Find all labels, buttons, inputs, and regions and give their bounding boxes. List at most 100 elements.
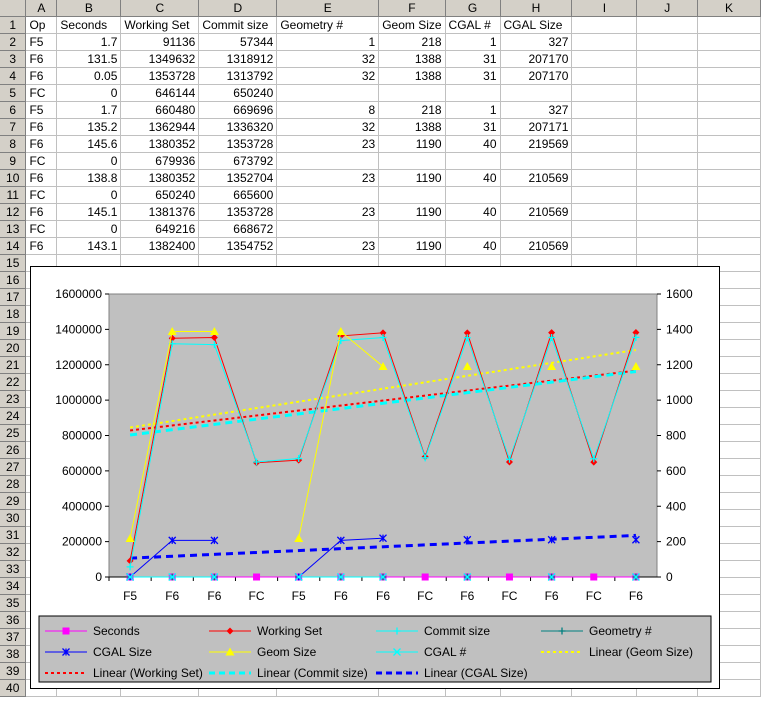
cell[interactable] [378,152,446,170]
cell[interactable] [636,118,699,136]
cell[interactable]: 31 [445,50,501,68]
row-header[interactable]: 3 [0,50,27,68]
cell[interactable]: 32 [276,50,380,68]
cell[interactable] [571,84,638,102]
cell[interactable]: 669696 [198,101,278,119]
cell[interactable]: 1318912 [198,50,278,68]
column-header-h[interactable]: H [500,0,573,17]
cell[interactable] [571,118,638,136]
column-header-c[interactable]: C [120,0,200,17]
cell[interactable]: F6 [25,169,58,187]
cell[interactable]: 131.5 [56,50,122,68]
row-header[interactable]: 35 [0,594,27,612]
cell[interactable] [636,16,699,34]
cell[interactable] [500,220,573,238]
column-header-d[interactable]: D [198,0,278,17]
cell[interactable] [636,135,699,153]
row-header[interactable]: 7 [0,118,27,136]
column-header-k[interactable]: K [697,0,761,17]
cell[interactable]: 0 [56,152,122,170]
row-header[interactable]: 26 [0,441,27,459]
cell[interactable]: Working Set [120,16,200,34]
cell[interactable]: 207171 [500,118,573,136]
row-header[interactable]: 14 [0,237,27,255]
cell[interactable] [697,135,761,153]
cell[interactable] [697,33,761,51]
cell[interactable] [636,152,699,170]
cell[interactable] [636,84,699,102]
cell[interactable] [445,220,501,238]
cell[interactable] [636,169,699,187]
cell[interactable]: 91136 [120,33,200,51]
row-header[interactable]: 34 [0,577,27,595]
cell[interactable]: FC [25,84,58,102]
cell[interactable]: 207170 [500,50,573,68]
cell[interactable]: 650240 [120,186,200,204]
cell[interactable]: 8 [276,101,380,119]
cell[interactable] [276,84,380,102]
cell[interactable] [571,237,638,255]
cell[interactable]: 1380352 [120,169,200,187]
cell[interactable]: 1190 [378,203,446,221]
row-header[interactable]: 25 [0,424,27,442]
cell[interactable]: 145.1 [56,203,122,221]
cell[interactable]: 1190 [378,135,446,153]
cell[interactable] [571,50,638,68]
row-header[interactable]: 23 [0,390,27,408]
cell[interactable] [445,84,501,102]
column-header-a[interactable]: A [25,0,58,17]
cell[interactable]: 646144 [120,84,200,102]
cell[interactable]: 210569 [500,203,573,221]
cell[interactable]: 327 [500,33,573,51]
cell[interactable]: 57344 [198,33,278,51]
cell[interactable]: F6 [25,50,58,68]
row-header[interactable]: 19 [0,322,27,340]
cell[interactable] [571,67,638,85]
cell[interactable]: F5 [25,101,58,119]
cell[interactable]: 1380352 [120,135,200,153]
cell[interactable]: 650240 [198,84,278,102]
cell[interactable] [571,186,638,204]
row-header[interactable]: 22 [0,373,27,391]
cell[interactable]: 40 [445,169,501,187]
cell[interactable]: FC [25,220,58,238]
cell[interactable] [636,237,699,255]
cell[interactable]: 40 [445,135,501,153]
row-header[interactable]: 21 [0,356,27,374]
cell[interactable]: 1352704 [198,169,278,187]
cell[interactable]: 1353728 [198,135,278,153]
row-header[interactable]: 30 [0,509,27,527]
cell[interactable]: FC [25,186,58,204]
cell[interactable]: F6 [25,203,58,221]
row-header[interactable]: 37 [0,628,27,646]
row-header[interactable]: 13 [0,220,27,238]
cell[interactable]: 23 [276,203,380,221]
cell[interactable]: Seconds [56,16,122,34]
cell[interactable]: 1388 [378,118,446,136]
cell[interactable] [276,186,380,204]
cell[interactable] [445,186,501,204]
cell[interactable] [571,203,638,221]
cell[interactable]: 327 [500,101,573,119]
cell[interactable] [636,50,699,68]
row-header[interactable]: 4 [0,67,27,85]
cell[interactable]: 23 [276,237,380,255]
cell[interactable] [571,101,638,119]
cell[interactable]: Geometry # [276,16,380,34]
row-header[interactable]: 11 [0,186,27,204]
row-header[interactable]: 33 [0,560,27,578]
cell[interactable]: 32 [276,67,380,85]
cell[interactable]: 32 [276,118,380,136]
cell[interactable]: CGAL Size [500,16,573,34]
cell[interactable] [697,169,761,187]
cell[interactable]: 23 [276,169,380,187]
cell[interactable]: 1388 [378,50,446,68]
row-header[interactable]: 24 [0,407,27,425]
row-header[interactable]: 15 [0,254,27,272]
cell[interactable] [276,152,380,170]
row-header[interactable]: 40 [0,679,27,697]
cell[interactable]: 1 [445,33,501,51]
column-header-j[interactable]: J [636,0,699,17]
cell[interactable]: 218 [378,33,446,51]
cell[interactable] [697,118,761,136]
